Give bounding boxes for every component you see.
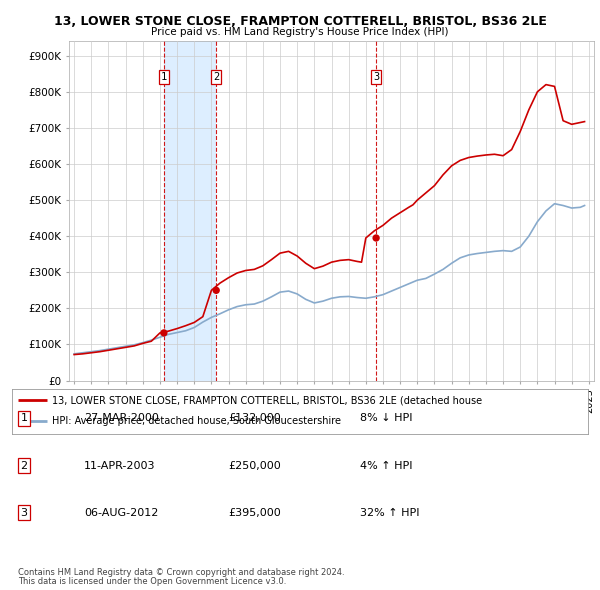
Text: £395,000: £395,000	[228, 508, 281, 517]
Text: 1: 1	[20, 414, 28, 423]
Text: Contains HM Land Registry data © Crown copyright and database right 2024.: Contains HM Land Registry data © Crown c…	[18, 568, 344, 576]
Text: 06-AUG-2012: 06-AUG-2012	[84, 508, 158, 517]
Text: £132,000: £132,000	[228, 414, 281, 423]
Text: £250,000: £250,000	[228, 461, 281, 470]
Text: Price paid vs. HM Land Registry's House Price Index (HPI): Price paid vs. HM Land Registry's House …	[151, 27, 449, 37]
Point	[211, 286, 221, 295]
Text: 13, LOWER STONE CLOSE, FRAMPTON COTTERELL, BRISTOL, BS36 2LE: 13, LOWER STONE CLOSE, FRAMPTON COTTEREL…	[53, 15, 547, 28]
Text: 3: 3	[20, 508, 28, 517]
Text: 4% ↑ HPI: 4% ↑ HPI	[360, 461, 413, 470]
Text: 2: 2	[20, 461, 28, 470]
Text: 32% ↑ HPI: 32% ↑ HPI	[360, 508, 419, 517]
Text: HPI: Average price, detached house, South Gloucestershire: HPI: Average price, detached house, Sout…	[52, 417, 341, 426]
Bar	[164, 41, 216, 381]
Text: 8% ↓ HPI: 8% ↓ HPI	[360, 414, 413, 423]
Text: 13, LOWER STONE CLOSE, FRAMPTON COTTERELL, BRISTOL, BS36 2LE (detached house: 13, LOWER STONE CLOSE, FRAMPTON COTTEREL…	[52, 395, 482, 405]
Text: 1: 1	[161, 73, 167, 83]
Point	[371, 233, 381, 242]
Text: 27-MAR-2000: 27-MAR-2000	[84, 414, 159, 423]
Text: 2: 2	[213, 73, 220, 83]
Text: 3: 3	[373, 73, 379, 83]
Text: This data is licensed under the Open Government Licence v3.0.: This data is licensed under the Open Gov…	[18, 577, 286, 586]
Point	[159, 328, 169, 337]
Text: 11-APR-2003: 11-APR-2003	[84, 461, 155, 470]
